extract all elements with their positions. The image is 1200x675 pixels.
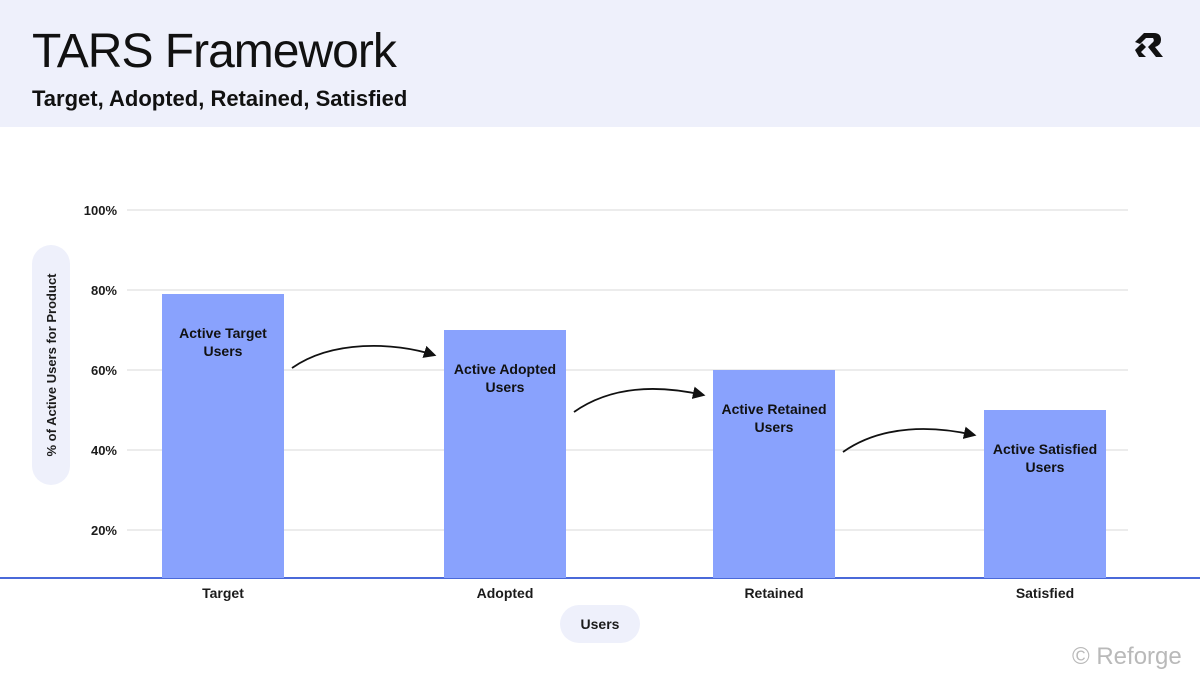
x-axis-label-pill bbox=[560, 605, 640, 643]
x-tick-label: Target bbox=[202, 585, 244, 601]
flow-arrow bbox=[842, 426, 977, 453]
chart: 20% 40% 60% 80% 100% Active Target Users Activ… bbox=[0, 203, 1200, 643]
y-axis-label: % of Active Users for Product bbox=[32, 245, 70, 485]
x-tick-label: Satisfied bbox=[1016, 585, 1074, 601]
y-tick-label: 20% bbox=[91, 523, 117, 538]
flow-arrow bbox=[573, 386, 706, 413]
bar-label: Users bbox=[486, 379, 525, 395]
bar bbox=[984, 410, 1106, 578]
reforge-logo-icon bbox=[1135, 33, 1163, 57]
y-tick-label: 80% bbox=[91, 283, 117, 298]
x-tick-label: Adopted bbox=[477, 585, 534, 601]
y-tick-label: 100% bbox=[84, 203, 118, 218]
page-subtitle: Target, Adopted, Retained, Satisfied bbox=[32, 86, 408, 111]
bar bbox=[713, 370, 835, 578]
bar-label: Active Retained bbox=[721, 401, 826, 417]
y-tick-label: 60% bbox=[91, 363, 117, 378]
flow-arrow bbox=[291, 344, 437, 369]
page-title: TARS Framework bbox=[32, 25, 397, 78]
y-axis-label-pill bbox=[32, 245, 70, 485]
bar-label: Active Target bbox=[179, 325, 267, 341]
x-tick-label: Retained bbox=[744, 585, 803, 601]
x-axis-label: Users bbox=[560, 605, 640, 643]
bar bbox=[444, 330, 566, 578]
bar-label: Users bbox=[204, 343, 243, 359]
bar bbox=[162, 294, 284, 578]
bar-label: Users bbox=[755, 419, 794, 435]
bar-label: Active Adopted bbox=[454, 361, 556, 377]
y-tick-label: 40% bbox=[91, 443, 117, 458]
header-banner: TARS Framework Target, Adopted, Retained… bbox=[0, 0, 1200, 127]
y-axis-label-text: % of Active Users for Product bbox=[44, 273, 59, 457]
copyright-footer: © Reforge bbox=[1072, 643, 1182, 670]
bar-label: Active Satisfied bbox=[993, 441, 1097, 457]
bar-label: Users bbox=[1026, 459, 1065, 475]
x-axis-label-text: Users bbox=[581, 616, 620, 632]
